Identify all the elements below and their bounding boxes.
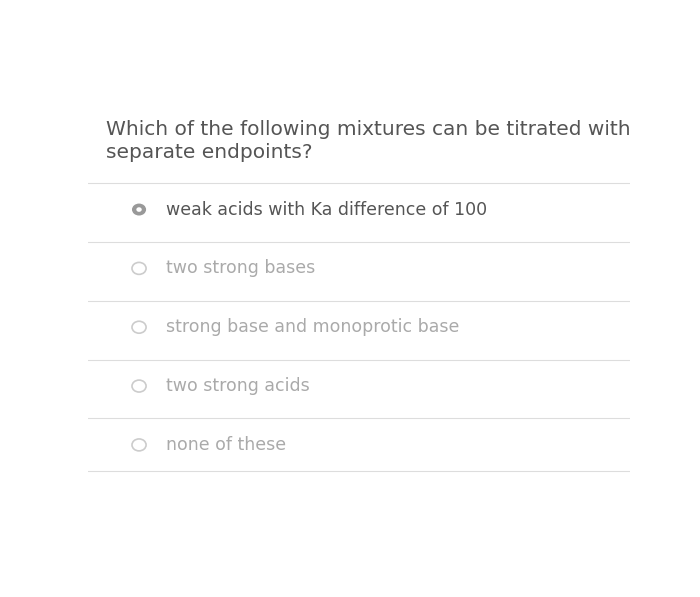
Circle shape (136, 207, 141, 212)
Circle shape (132, 439, 146, 451)
Text: strong base and monoprotic base: strong base and monoprotic base (166, 318, 459, 336)
Text: two strong acids: two strong acids (166, 377, 310, 395)
Text: separate endpoints?: separate endpoints? (106, 143, 313, 162)
Circle shape (132, 204, 146, 216)
Circle shape (132, 380, 146, 392)
Circle shape (132, 263, 146, 275)
Circle shape (132, 321, 146, 333)
Text: Which of the following mixtures can be titrated with: Which of the following mixtures can be t… (106, 120, 631, 139)
Text: none of these: none of these (166, 436, 286, 454)
Text: two strong bases: two strong bases (166, 259, 316, 278)
Text: weak acids with Ka difference of 100: weak acids with Ka difference of 100 (166, 201, 487, 219)
